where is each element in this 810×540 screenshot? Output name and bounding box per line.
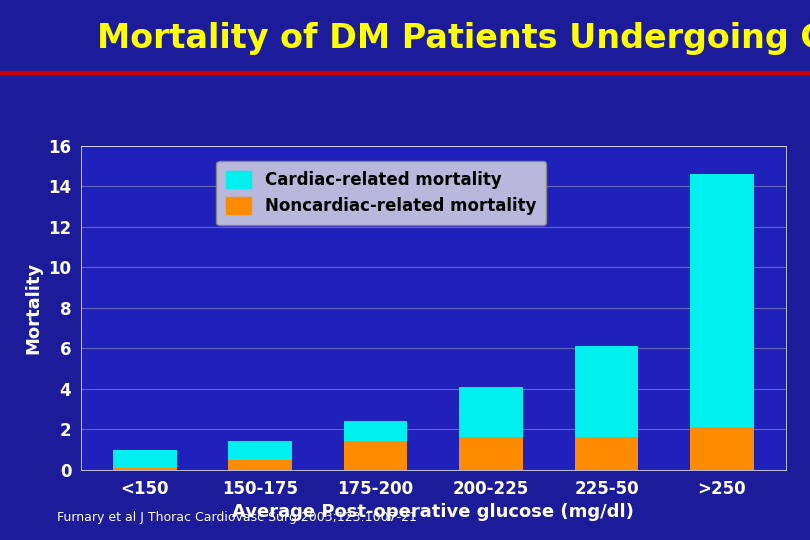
Bar (228, 442, 292, 460)
Bar (228, 460, 292, 470)
Bar (459, 437, 522, 470)
Bar (575, 346, 638, 437)
X-axis label: Average Post-operative glucose (mg/dl): Average Post-operative glucose (mg/dl) (232, 503, 634, 521)
Bar (690, 427, 753, 470)
Bar (459, 387, 522, 437)
Bar (113, 449, 177, 468)
Bar (575, 437, 638, 470)
Y-axis label: Mortality: Mortality (24, 262, 43, 354)
Text: Mortality of DM Patients Undergoing CABG: Mortality of DM Patients Undergoing CABG (97, 22, 810, 55)
Text: Furnary et al J Thorac Cardiovasc Surg 2003;123:1007-21: Furnary et al J Thorac Cardiovasc Surg 2… (57, 511, 416, 524)
Bar (113, 468, 177, 470)
Bar (344, 421, 407, 442)
Legend: Cardiac-related mortality, Noncardiac-related mortality: Cardiac-related mortality, Noncardiac-re… (216, 160, 546, 225)
Bar (690, 174, 753, 427)
Bar (344, 442, 407, 470)
